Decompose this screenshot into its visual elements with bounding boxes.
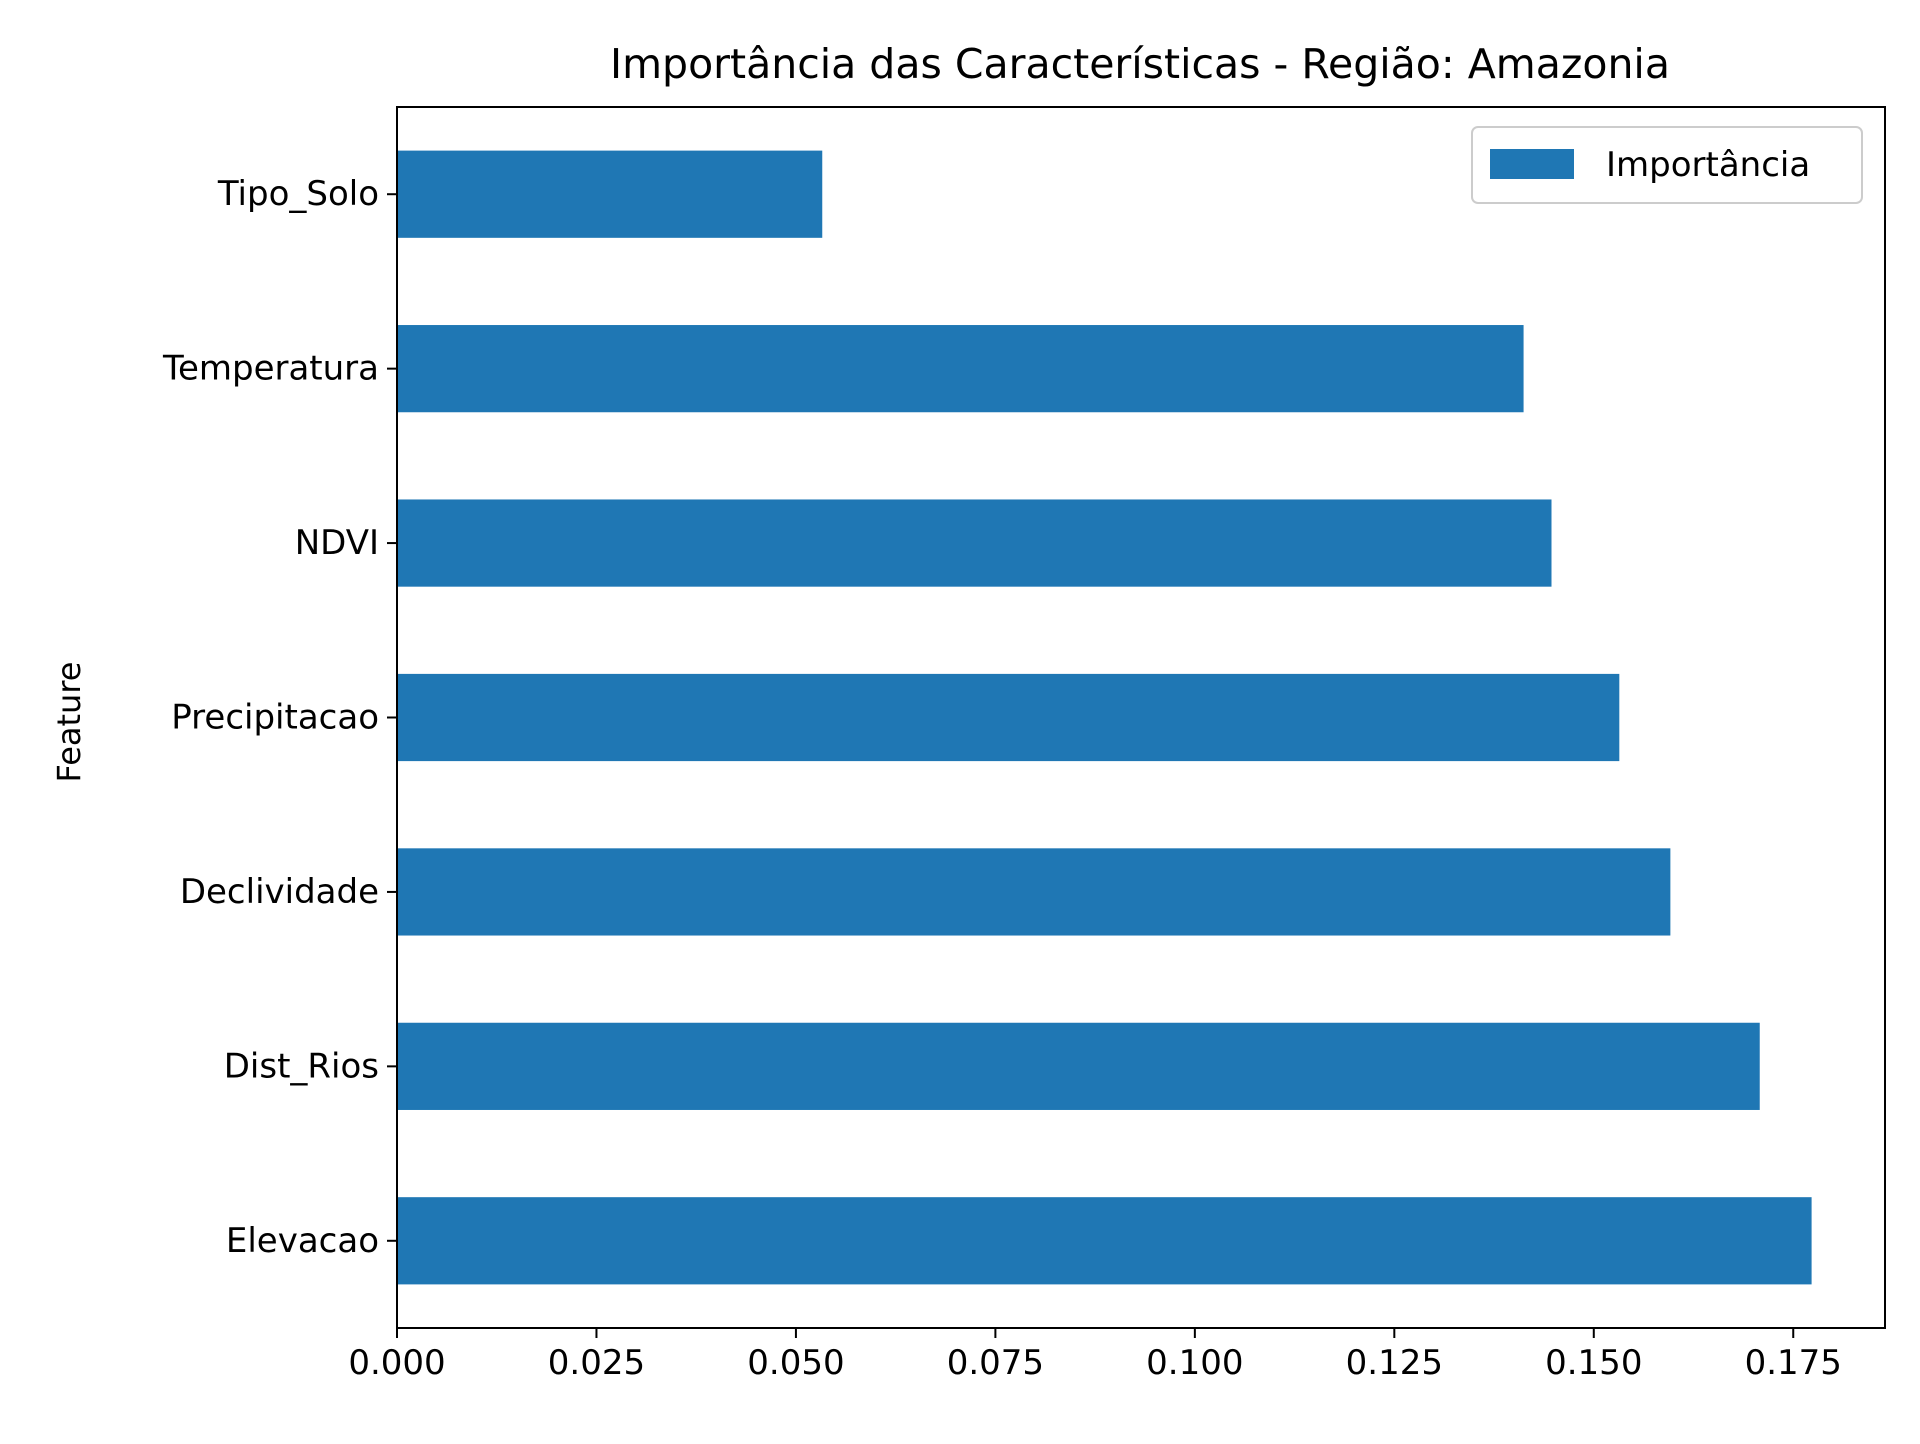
- x-tick-label: 0.025: [548, 1343, 645, 1383]
- x-tick-label: 0.100: [1146, 1343, 1243, 1383]
- legend-swatch: [1490, 149, 1574, 179]
- legend: Importância: [1471, 126, 1863, 204]
- y-tick-label: Elevacao: [226, 1221, 379, 1261]
- bar-elevacao: [397, 1197, 1812, 1285]
- legend-label: Importância: [1606, 145, 1810, 185]
- x-tick-label: 0.000: [348, 1343, 445, 1383]
- bars-layer: [397, 150, 1812, 1285]
- bar-declividade: [397, 848, 1671, 936]
- y-tick-label: NDVI: [295, 523, 379, 563]
- y-tick-label: Tipo_Solo: [217, 174, 379, 214]
- bar-temperatura: [397, 325, 1524, 413]
- y-tick-label: Precipitacao: [171, 698, 379, 738]
- x-axis: 0.000 0.025 0.050 0.075 0.100 0.125 0.150 0.175: [348, 1328, 1842, 1383]
- chart-title: Importância das Características - Região…: [610, 40, 1670, 88]
- y-tick-label: Declividade: [180, 872, 379, 912]
- x-tick-label: 0.075: [947, 1343, 1044, 1383]
- x-tick-label: 0.150: [1545, 1343, 1642, 1383]
- bar-ndvi: [397, 499, 1552, 587]
- y-axis-label: Feature: [50, 662, 88, 783]
- bar-tipo-solo: [397, 150, 823, 238]
- x-tick-label: 0.175: [1745, 1343, 1842, 1383]
- y-tick-label: Temperatura: [162, 349, 379, 389]
- y-tick-label: Dist_Rios: [224, 1046, 379, 1086]
- plot-frame: [396, 106, 1886, 1329]
- legend-box: [1471, 126, 1863, 204]
- x-tick-label: 0.050: [747, 1343, 844, 1383]
- bar-precipitacao: [397, 673, 1620, 762]
- y-axis: Elevacao Dist_Rios Declividade Precipitacao…: [162, 174, 397, 1261]
- bar-dist-rios: [397, 1022, 1760, 1110]
- x-tick-label: 0.125: [1346, 1343, 1443, 1383]
